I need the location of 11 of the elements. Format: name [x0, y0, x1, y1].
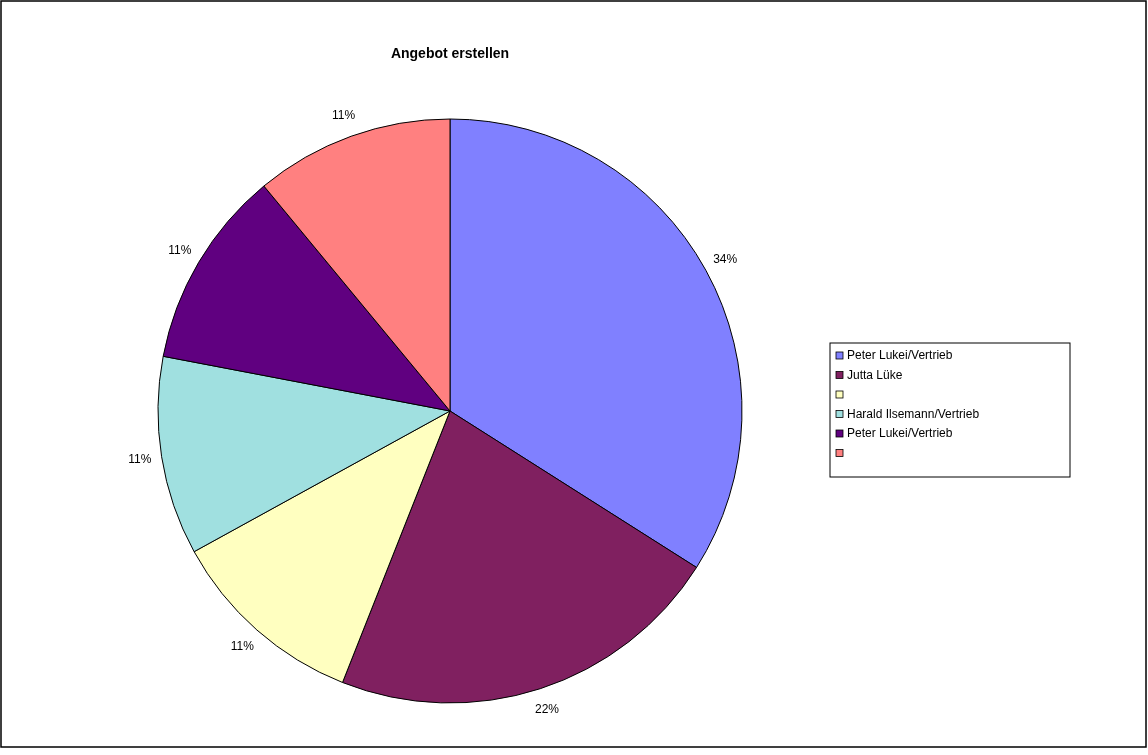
legend-label: Peter Lukei/Vertrieb — [847, 348, 953, 363]
data-label: 11% — [230, 638, 255, 653]
data-label: 11% — [128, 452, 152, 467]
data-label: 11% — [168, 243, 192, 258]
legend-label: Peter Lukei/Vertrieb — [847, 426, 953, 441]
data-label: 34% — [713, 251, 738, 266]
legend-label: Jutta Lüke — [847, 367, 903, 382]
data-label: 22% — [535, 701, 560, 716]
chart-title: Angebot erstellen — [390, 45, 510, 61]
data-label: 11% — [332, 107, 356, 122]
legend-label: Harald Ilsemann/Vertrieb — [847, 406, 980, 421]
